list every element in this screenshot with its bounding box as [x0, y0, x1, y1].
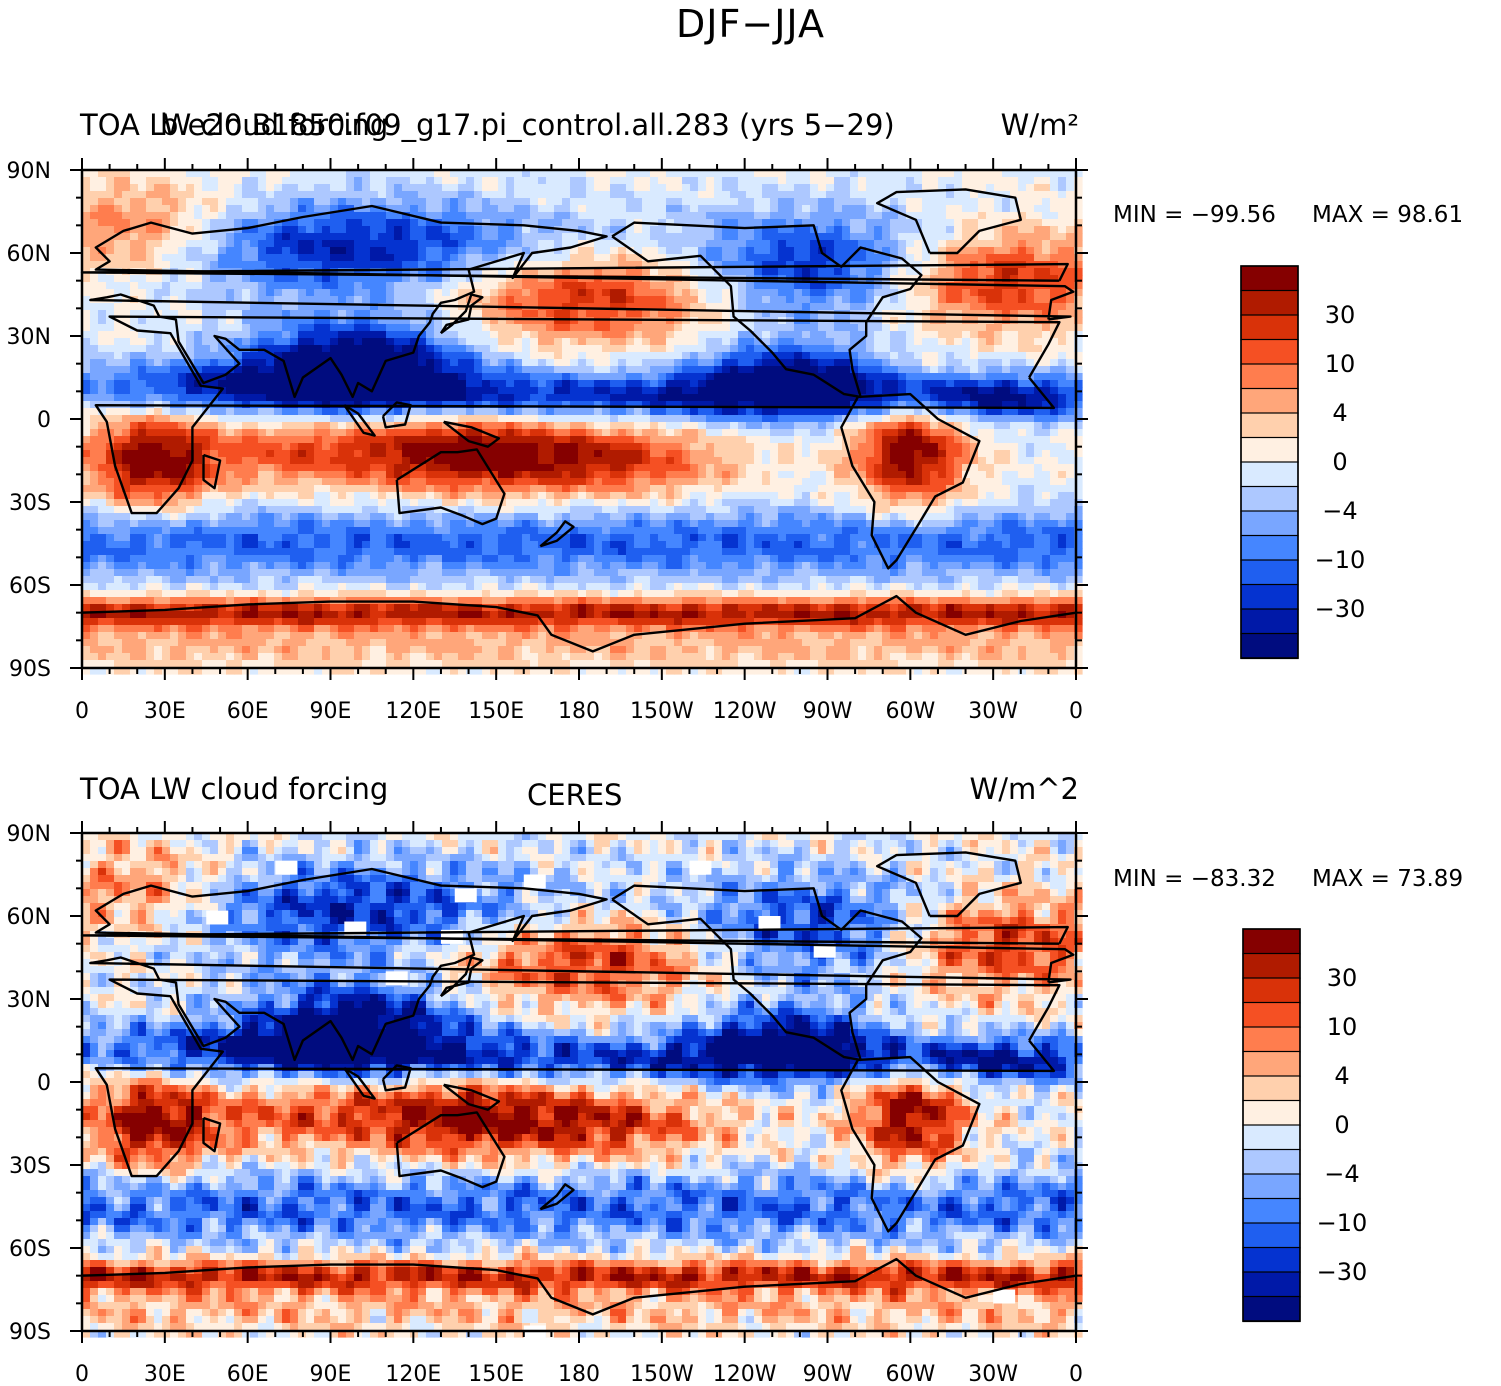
map-panel-0	[80, 168, 1083, 675]
colorbar-label: 10	[1327, 1013, 1358, 1041]
colorbar-0: 30 10 4 0 −4 −10 −30	[1240, 265, 1366, 660]
panel-1-center-title: b.e20.B1850.f09_g17.pi_control.all.283 (…	[160, 108, 895, 142]
y-tick-label: 0	[37, 1071, 51, 1096]
x-tick-label: 150W	[630, 1362, 694, 1386]
colorbar-label: −10	[1315, 546, 1366, 574]
colorbar-label: −30	[1317, 1258, 1368, 1286]
panel-2-min: MIN = −83.32	[1113, 866, 1276, 892]
colorbar-label: 10	[1325, 350, 1356, 378]
panel-1-units: W/m²	[1000, 108, 1079, 142]
y-tick-label: 60N	[7, 242, 51, 267]
figure-title: DJF−JJA	[676, 2, 825, 46]
x-tick-label: 120E	[385, 699, 441, 724]
y-tick-label: 30S	[9, 1154, 51, 1179]
y-tick-label: 60S	[9, 1237, 51, 1262]
colorbar-label: 0	[1334, 1111, 1349, 1139]
x-tick-label: 90E	[310, 699, 352, 724]
x-tick-label: 180	[558, 699, 600, 724]
x-tick-label: 30E	[144, 1362, 186, 1386]
x-tick-label: 30E	[144, 699, 186, 724]
x-tick-label: 60E	[227, 699, 269, 724]
panel-2-center-title: CERES	[527, 778, 623, 812]
panel-2-max: MAX = 73.89	[1312, 866, 1464, 892]
colorbar-label: −30	[1315, 595, 1366, 623]
colorbar-label: 0	[1332, 448, 1347, 476]
x-tick-label: 150W	[630, 699, 694, 724]
y-tick-label: 30S	[9, 491, 51, 516]
panel-1-min: MIN = −99.56	[1113, 202, 1276, 228]
x-tick-label: 120W	[713, 1362, 777, 1386]
x-tick-label: 30W	[968, 1362, 1018, 1386]
x-tick-label: 0	[75, 1362, 89, 1386]
x-tick-label: 90W	[803, 1362, 853, 1386]
y-tick-label: 30N	[7, 988, 51, 1013]
y-tick-label: 90S	[9, 657, 51, 682]
colorbar-label: 30	[1327, 964, 1358, 992]
colorbar-label: 4	[1334, 1062, 1349, 1090]
x-tick-label: 60E	[227, 1362, 269, 1386]
y-tick-label: 0	[37, 408, 51, 433]
coastlines-0	[80, 188, 1077, 653]
colorbar-label: −10	[1317, 1209, 1368, 1237]
y-tick-label: 60S	[9, 574, 51, 599]
colorbar-label: −4	[1324, 1160, 1359, 1188]
x-tick-label: 150E	[468, 1362, 524, 1386]
x-tick-label: 90W	[803, 699, 853, 724]
colorbar-label: 4	[1332, 399, 1347, 427]
x-tick-label: 60W	[885, 1362, 935, 1386]
colorbar-1: 30 10 4 0 −4 −10 −30	[1242, 928, 1368, 1323]
x-tick-label: 0	[1069, 1362, 1083, 1386]
x-tick-label: 180	[558, 1362, 600, 1386]
x-tick-label: 120W	[713, 699, 777, 724]
x-tick-label: 0	[75, 699, 89, 724]
x-tick-label: 0	[1069, 699, 1083, 724]
map-panel-1	[80, 831, 1083, 1340]
x-tick-label: 60W	[885, 699, 935, 724]
panel-2-left-title: TOA LW cloud forcing	[80, 772, 389, 806]
panel-2-units: W/m^2	[969, 772, 1079, 806]
colorbar-label: −4	[1322, 497, 1357, 525]
coastlines-1	[80, 851, 1077, 1316]
x-tick-label: 90E	[310, 1362, 352, 1386]
y-tick-label: 90S	[9, 1320, 51, 1345]
x-tick-label: 30W	[968, 699, 1018, 724]
y-tick-label: 30N	[7, 325, 51, 350]
y-tick-label: 90N	[7, 822, 51, 847]
x-tick-label: 120E	[385, 1362, 441, 1386]
colorbar-label: 30	[1325, 301, 1356, 329]
y-tick-label: 90N	[7, 159, 51, 184]
panel-1-left-title: TOA LW cloud forcing	[80, 108, 389, 142]
y-tick-label: 60N	[7, 905, 51, 930]
panel-1-max: MAX = 98.61	[1312, 202, 1464, 228]
x-tick-label: 150E	[468, 699, 524, 724]
